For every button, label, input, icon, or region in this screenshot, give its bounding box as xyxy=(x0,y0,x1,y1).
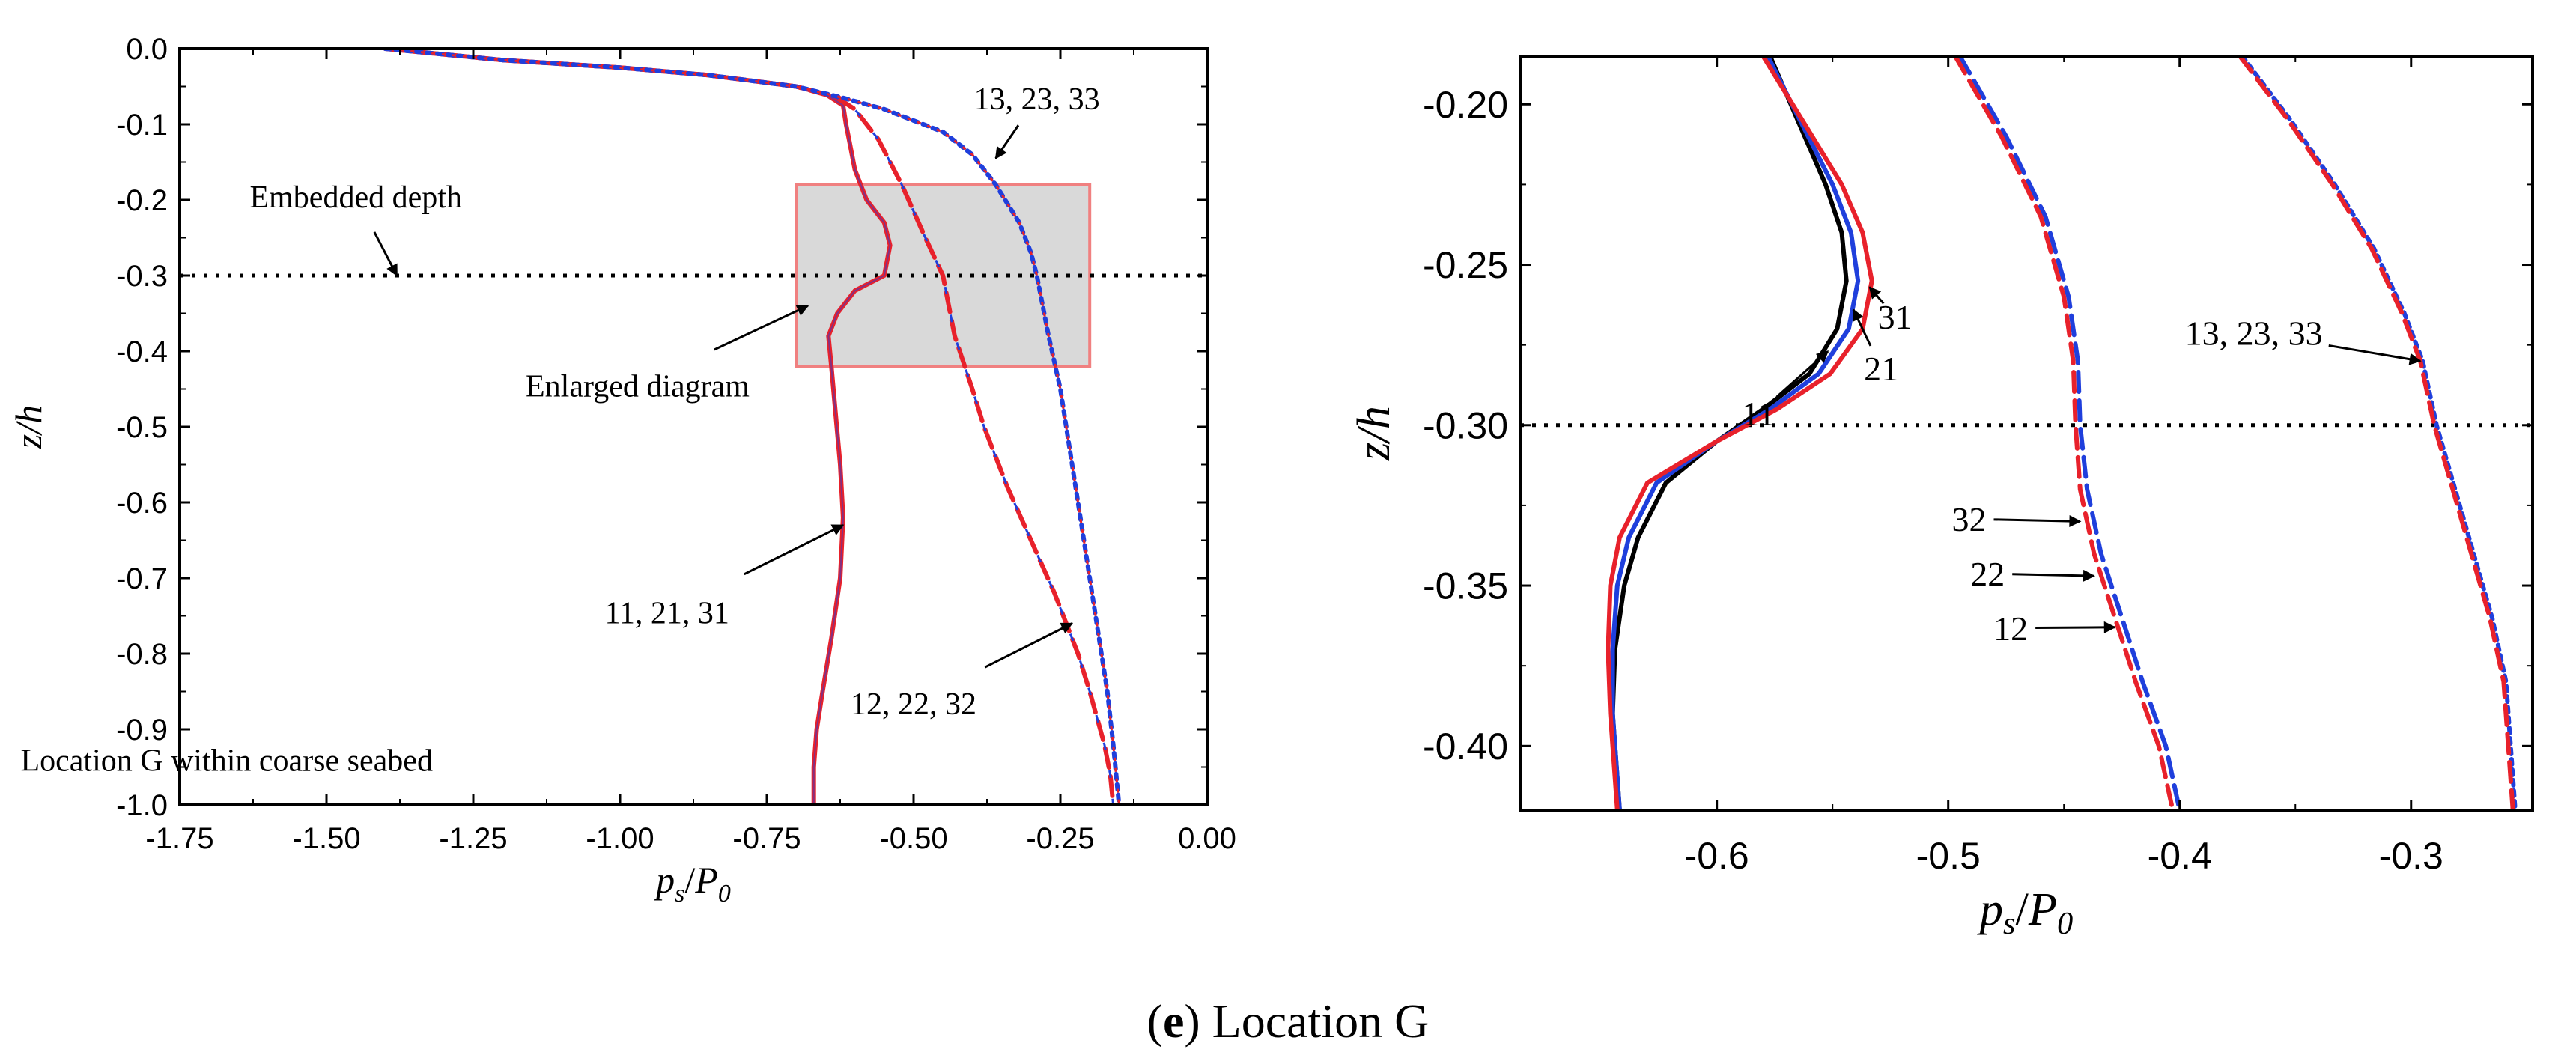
y-tick-label: -0.30 xyxy=(1423,404,1508,446)
series-line-13-23-33-blue xyxy=(2240,56,2518,810)
series-overlay-solid xyxy=(385,49,891,805)
y-tick-label: -0.7 xyxy=(116,562,168,595)
x-axis-label: ps/P0 xyxy=(654,859,731,907)
x-tick-label: -0.3 xyxy=(2379,835,2443,877)
annotation-label: 31 xyxy=(1878,298,1913,336)
y-axis-label: z/h xyxy=(7,405,49,449)
y-tick-label: -0.5 xyxy=(116,411,168,444)
series-line-12-22-32-red xyxy=(383,49,1116,805)
plot-frame xyxy=(1519,55,2534,812)
annotation-label: 11 xyxy=(1742,395,1775,433)
annotation-arrow xyxy=(744,523,845,576)
series-overlay-13-23-33 xyxy=(385,49,1120,805)
annotation-label: 21 xyxy=(1864,350,1898,388)
y-tick-label: -0.35 xyxy=(1423,565,1508,607)
annotation-label: Enlarged diagram xyxy=(526,370,750,404)
series-overlay-12-22-32 xyxy=(385,49,1115,805)
y-tick-label: -0.3 xyxy=(116,260,168,293)
annotation-label: 13, 23, 33 xyxy=(974,82,1100,117)
series-line-11-21-31-red xyxy=(383,49,893,805)
series-line-12-22-32-blue xyxy=(1957,56,2182,810)
plot-frame xyxy=(178,47,1209,806)
x-tick-label: -0.25 xyxy=(1026,822,1094,855)
x-tick-label: -0.4 xyxy=(2148,835,2212,877)
x-axis-label: ps/P0 xyxy=(1977,883,2074,941)
y-tick-label: -0.8 xyxy=(116,638,168,671)
annotation-arrow xyxy=(2035,621,2116,633)
annotation-arrow xyxy=(984,622,1074,669)
annotation-arrow xyxy=(994,124,1020,159)
series-group xyxy=(1606,56,2518,810)
x-tick-label: -1.25 xyxy=(439,822,507,855)
x-tick-label: -0.50 xyxy=(879,822,947,855)
annotation-arrow xyxy=(2328,344,2422,365)
annotation-arrow xyxy=(714,305,809,351)
y-tick-label: -0.6 xyxy=(116,487,168,520)
y-tick-label: -0.2 xyxy=(116,184,168,217)
annotation-arrow xyxy=(2012,569,2095,582)
x-tick-label: -0.6 xyxy=(1685,835,1749,877)
y-tick-label: -0.1 xyxy=(116,109,168,142)
annotation-arrow xyxy=(1993,515,2082,528)
figure-caption: (e) Location G xyxy=(1147,994,1430,1048)
annotation-label: Location G within coarse seabed xyxy=(20,744,432,779)
left-chart: -1.75 -1.50 -1.25 -1.00 -0.75 -0.50 -0.25 0.00 0… xyxy=(7,33,1236,907)
y-tick-label: 0.0 xyxy=(126,33,168,66)
annotation-label: 11, 21, 31 xyxy=(604,597,729,631)
x-tick-label: -0.5 xyxy=(1916,835,1981,877)
y-axis-label: z/h xyxy=(1347,406,1400,461)
x-tick-label: -1.50 xyxy=(292,822,360,855)
x-tick-label: -1.00 xyxy=(586,822,654,855)
annotation-label: 22 xyxy=(1970,555,2005,593)
series-line-12-22-32-red xyxy=(1953,56,2175,810)
series-group xyxy=(383,49,1122,805)
annotation-label: 12 xyxy=(1993,609,2028,648)
annotation-label: 13, 23, 33 xyxy=(2185,314,2323,353)
x-tick-label: -0.75 xyxy=(732,822,801,855)
annotation-arrow xyxy=(373,231,398,277)
series-line-13-23-33-blue xyxy=(383,49,1122,805)
series-line-13-23-33-red xyxy=(2238,56,2515,810)
annotation-arrow xyxy=(1775,350,1829,398)
y-tick-label: -0.9 xyxy=(116,714,168,747)
x-tick-label: -1.75 xyxy=(145,822,213,855)
y-tick-label: -0.4 xyxy=(116,335,168,368)
right-chart: -0.6 -0.5 -0.4 -0.3 -0.20 -0.25 -0.30 -0.35 -0.4… xyxy=(1347,55,2534,941)
y-tick-label: -1.0 xyxy=(116,789,168,822)
annotation-arrow xyxy=(1852,308,1872,347)
annotation-arrow xyxy=(1868,286,1885,305)
annotation-label: 32 xyxy=(1952,500,1987,538)
y-tick-label: -0.25 xyxy=(1423,244,1508,286)
series-line-31-red xyxy=(1606,56,1874,810)
y-tick-label: -0.40 xyxy=(1423,726,1508,767)
annotation-label: Embedded depth xyxy=(249,180,461,215)
x-tick-label: 0.00 xyxy=(1178,822,1236,855)
annotation-label: 12, 22, 32 xyxy=(851,687,976,722)
y-tick-label: -0.20 xyxy=(1423,84,1508,126)
